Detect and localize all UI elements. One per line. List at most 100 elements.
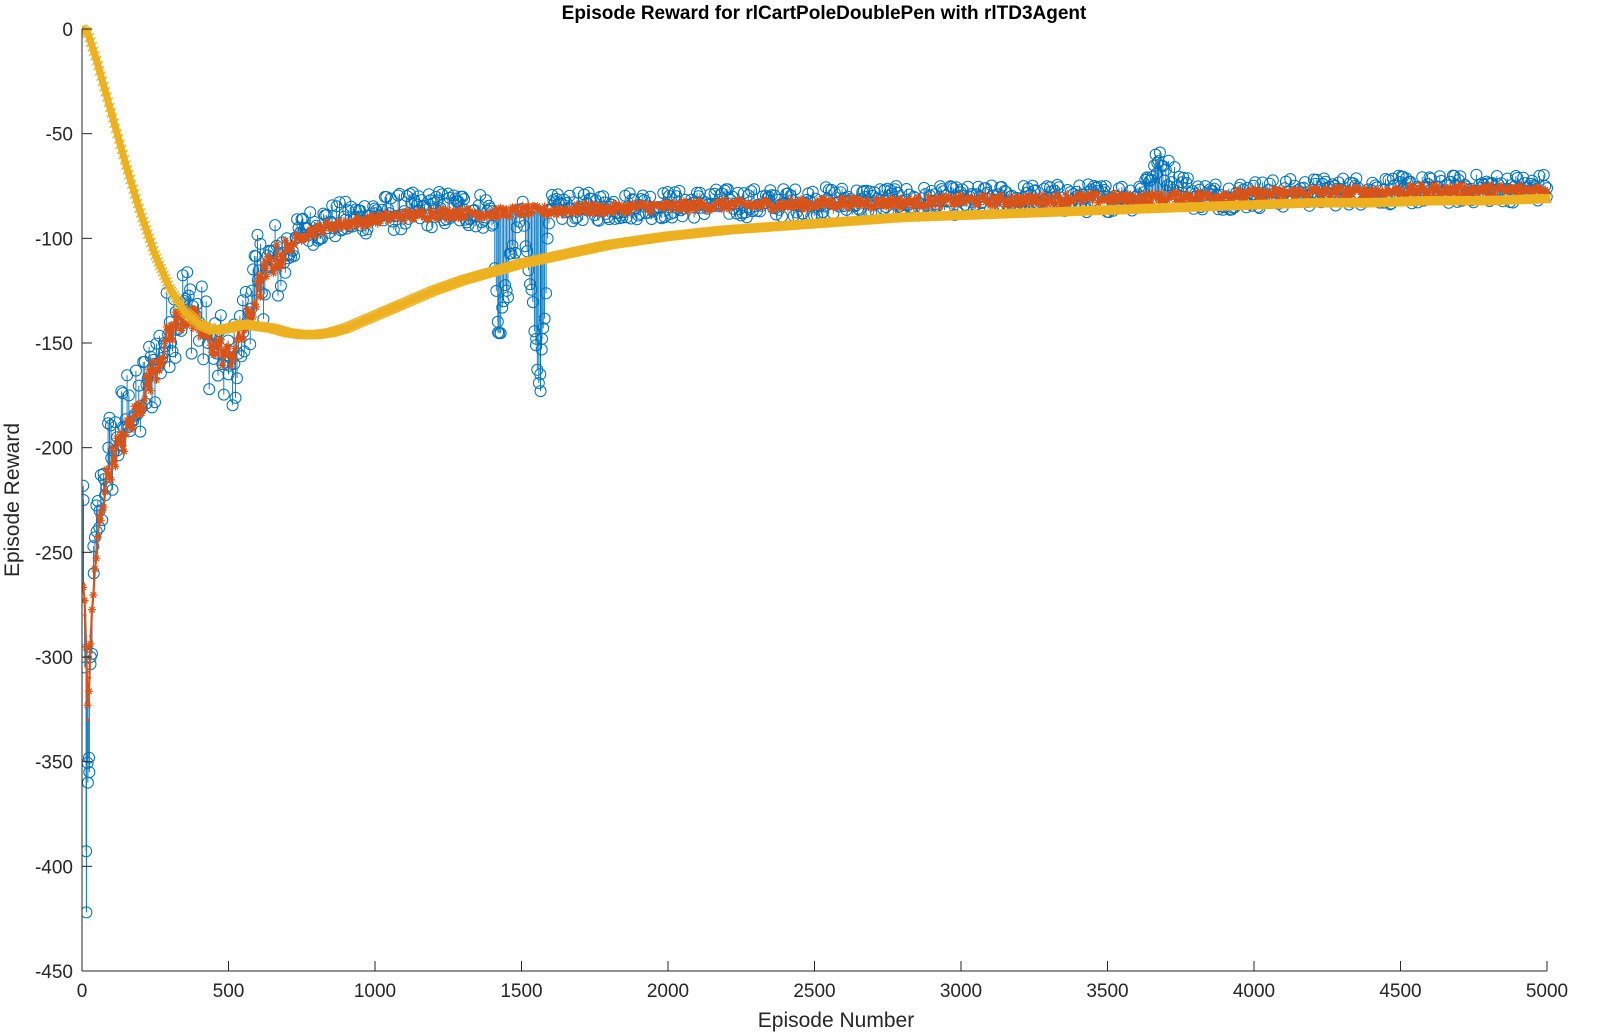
episode-q0-point [226, 326, 231, 330]
average-reward-point [1135, 196, 1139, 201]
axes-background [82, 29, 1547, 971]
y-tick-label: -250 [35, 543, 73, 564]
episode-q0-point [373, 314, 377, 318]
episode-q0-point [197, 322, 201, 326]
average-reward-point [607, 207, 612, 211]
average-reward-point [329, 224, 333, 228]
episode-q0-point [402, 301, 406, 305]
average-reward-point [250, 310, 254, 314]
average-reward-point [549, 209, 553, 213]
episode-q0-point [900, 215, 905, 219]
x-axis-title: Episode Number [758, 1009, 914, 1032]
average-reward-point [106, 471, 110, 475]
average-reward-point [168, 330, 172, 335]
average-reward-point [256, 289, 260, 293]
episode-reward-point [82, 906, 93, 919]
episode-q0-point [1135, 207, 1139, 211]
episode-q0-point [1252, 203, 1256, 207]
average-reward-point [232, 347, 236, 351]
average-reward-point [294, 238, 298, 243]
average-reward-point [121, 441, 125, 446]
series-episode-q0 [82, 24, 1552, 340]
average-reward-point [519, 209, 524, 213]
x-tick-label: 5000 [1526, 981, 1568, 1002]
x-tick-label: 0 [77, 981, 88, 1002]
average-reward-point [461, 211, 465, 215]
episode-q0-point [329, 330, 333, 335]
episode-q0-point [1018, 211, 1022, 215]
episode-q0-point [95, 58, 99, 63]
y-tick-label: -200 [35, 439, 73, 460]
episode-q0-point [959, 213, 963, 217]
average-reward-point [578, 207, 582, 211]
average-reward-point [783, 203, 787, 207]
chart-title: Episode Reward for rlCartPoleDoublePen w… [562, 3, 1087, 24]
average-reward-point [388, 215, 392, 219]
episode-q0-point [1428, 199, 1432, 203]
average-reward-point [215, 345, 219, 349]
average-reward-point [162, 345, 166, 349]
average-reward-point [1311, 190, 1315, 194]
episode-q0-point [212, 328, 216, 333]
episode-q0-point [519, 261, 524, 266]
episode-q0-point [285, 330, 289, 335]
episode-q0-point [109, 111, 113, 115]
average-reward-point [666, 205, 670, 209]
average-reward-point [725, 203, 729, 207]
x-tick-label: 3000 [940, 981, 982, 1002]
x-tick-label: 500 [213, 981, 245, 1002]
y-tick-label: -150 [35, 334, 73, 355]
average-reward-point [285, 249, 289, 253]
average-reward-point [206, 337, 210, 341]
average-reward-point [1428, 188, 1432, 192]
average-reward-point [82, 582, 86, 586]
episode-q0-point [358, 320, 362, 324]
episode-q0-point [783, 224, 787, 228]
episode-q0-point [86, 31, 90, 35]
y-tick-label: -300 [35, 648, 73, 669]
average-reward-point [1486, 188, 1490, 192]
average-reward-point [102, 492, 106, 496]
episode-q0-point [1193, 205, 1197, 209]
episode-q0-point [124, 163, 128, 167]
axes-layer: 0 500 1000 1500 2000 2500 3000 3500 4000 4500 5000… [35, 20, 1568, 1002]
average-reward-point [1018, 199, 1022, 203]
episode-q0-point [725, 228, 729, 232]
average-reward-point [89, 634, 93, 638]
episode-q0-point [637, 238, 641, 243]
average-reward-point [417, 213, 421, 217]
average-reward-point [264, 268, 269, 272]
episode-q0-point [1369, 201, 1373, 205]
average-reward-point [1193, 194, 1197, 199]
episode-q0-point [607, 243, 612, 247]
average-reward-point [637, 205, 641, 209]
episode-reward-point [492, 326, 505, 339]
average-reward-point [87, 676, 91, 680]
average-reward-point [900, 201, 905, 205]
average-reward-point [842, 201, 846, 205]
average-reward-point [95, 550, 99, 554]
average-reward-point [959, 199, 963, 203]
episode-q0-point [461, 278, 465, 282]
average-reward-point [490, 211, 494, 215]
average-reward-point [153, 366, 157, 370]
episode-q0-point [270, 326, 275, 330]
average-reward-point [92, 592, 96, 596]
average-reward-point [1369, 190, 1373, 194]
average-reward-point [133, 414, 137, 418]
y-tick-label: 0 [62, 20, 73, 41]
average-reward-point [109, 462, 113, 467]
episode-q0-point [1076, 209, 1080, 213]
average-reward-point [402, 213, 406, 217]
average-reward-point [139, 404, 143, 408]
episode-q0-point [1545, 196, 1549, 201]
episode-q0-point [168, 286, 172, 291]
y-axis-title: Episode Reward [1, 423, 24, 577]
average-reward-point [127, 425, 131, 429]
average-reward-point [314, 228, 318, 232]
average-reward-point [226, 356, 231, 360]
average-reward-point [373, 217, 377, 222]
x-tick-label: 2500 [793, 981, 835, 1002]
episode-reward-point [1151, 156, 1164, 169]
average-reward-point [344, 222, 348, 226]
